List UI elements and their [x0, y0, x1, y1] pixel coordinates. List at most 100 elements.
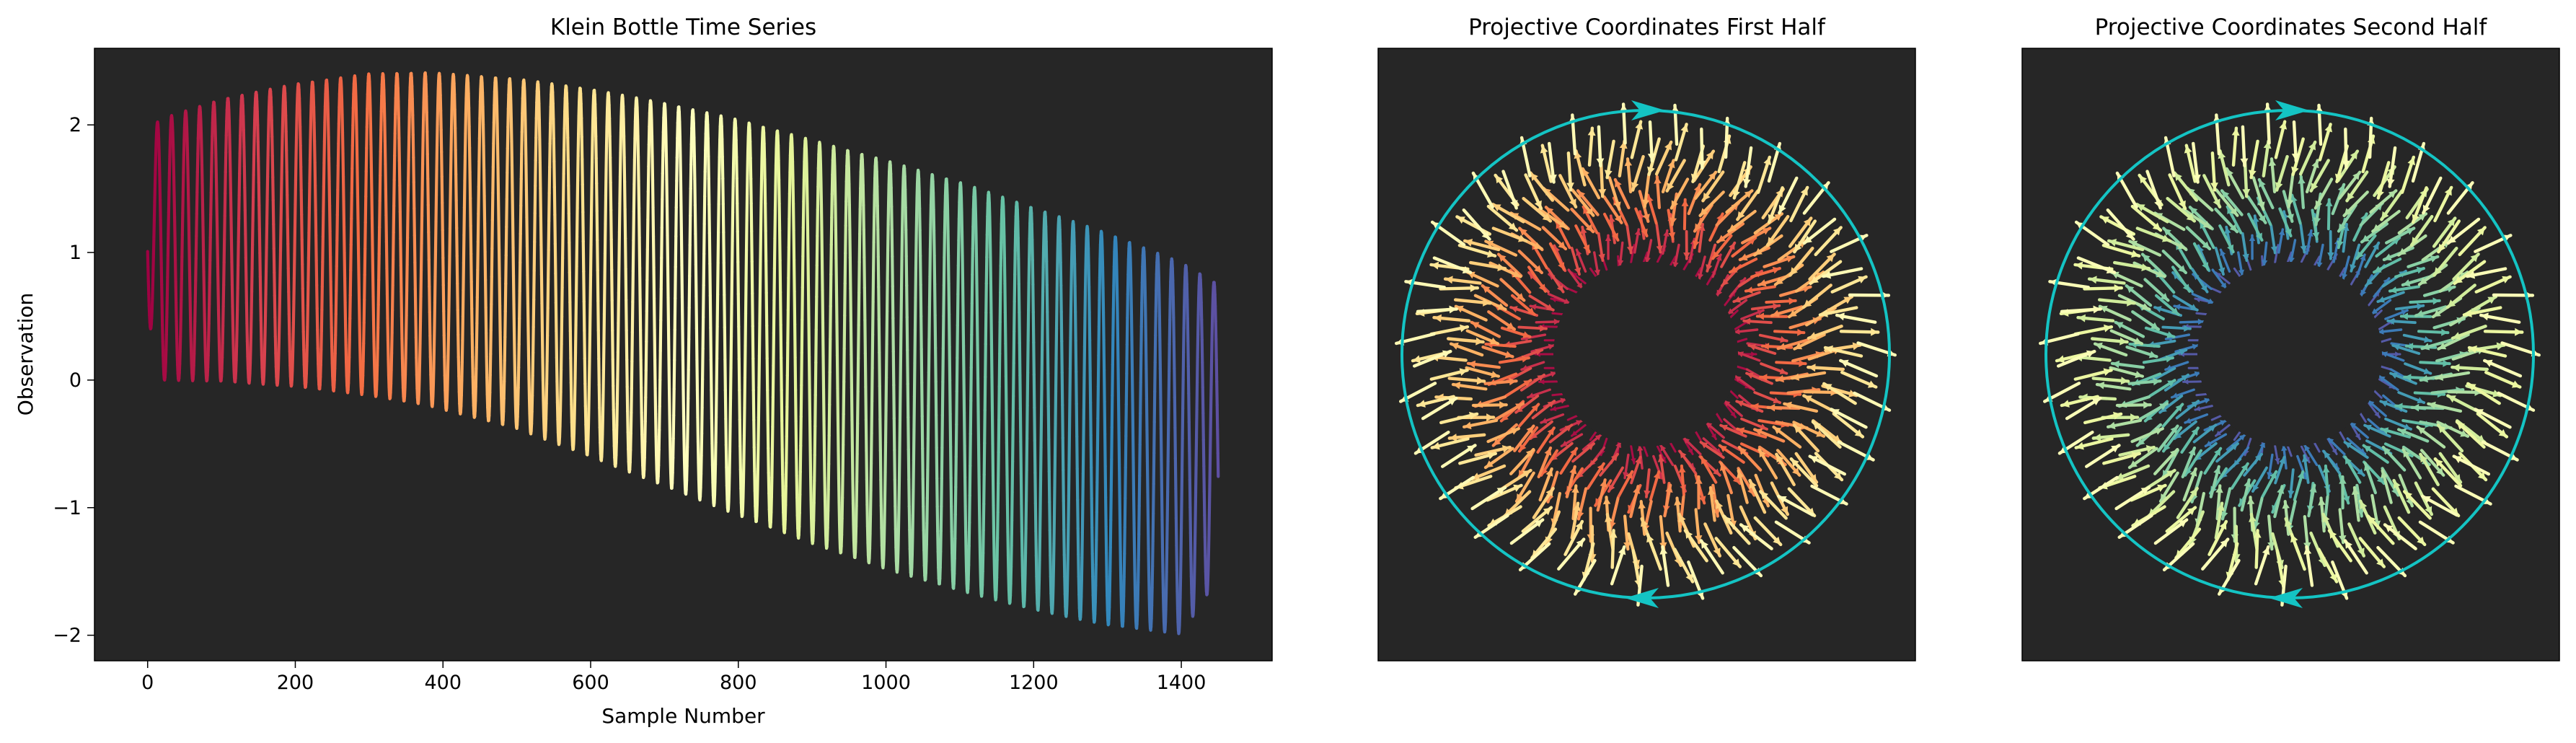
series-segment — [1097, 325, 1101, 358]
series-segment — [686, 423, 689, 449]
series-segment — [882, 540, 886, 558]
series-segment — [632, 158, 637, 186]
series-segment — [290, 369, 294, 382]
quiver-arrow-head — [1759, 449, 1766, 458]
series-segment — [629, 410, 633, 435]
quiver-arrow-head — [2288, 257, 2295, 263]
series-segment — [491, 141, 495, 169]
y-tick-label: 2 — [69, 114, 81, 136]
quiver-arrow-head — [2316, 261, 2323, 268]
series-segment — [792, 258, 796, 294]
series-segment — [773, 184, 777, 212]
series-segment — [805, 180, 809, 206]
series-segment — [995, 536, 1000, 562]
projective-second-circle-arrow-bottom — [2269, 588, 2303, 608]
series-segment — [1051, 598, 1055, 611]
series-segment — [843, 252, 847, 286]
series-segment — [795, 448, 798, 478]
quiver-arrow-head — [2345, 540, 2352, 549]
series-segment — [906, 382, 910, 419]
series-segment — [343, 301, 348, 327]
series-segment — [313, 161, 317, 188]
series-segment — [1151, 540, 1155, 568]
quiver-arrow-head — [1598, 189, 1607, 197]
series-segment — [772, 299, 776, 335]
series-segment — [1063, 575, 1067, 596]
series-segment — [1023, 551, 1028, 576]
series-segment — [341, 151, 345, 178]
series-segment — [769, 496, 773, 514]
series-segment — [583, 382, 587, 408]
quiver-arrow-head — [1548, 343, 1555, 350]
quiver-arrow-head — [2108, 421, 2116, 430]
series-segment — [1169, 268, 1173, 283]
series-segment — [1024, 499, 1028, 530]
quiver-arrow-head — [2120, 377, 2129, 385]
series-segment — [376, 303, 380, 330]
quiver-center-hole — [1553, 262, 1738, 447]
series-segment — [899, 287, 904, 322]
series-segment — [559, 368, 563, 394]
series-segment — [730, 270, 734, 306]
series-segment — [997, 384, 1001, 421]
series-segment — [410, 84, 414, 101]
series-segment — [999, 264, 1002, 294]
quiver-arrow-head — [1751, 351, 1756, 357]
series-segment — [807, 322, 811, 359]
series-segment — [887, 170, 891, 187]
series-segment — [419, 268, 423, 299]
series-segment — [227, 119, 231, 137]
series-segment — [347, 370, 350, 385]
quiver-arrow-head — [1778, 343, 1786, 351]
series-segment — [652, 296, 656, 332]
series-segment — [814, 295, 819, 331]
series-segment — [260, 353, 264, 369]
series-segment — [411, 133, 415, 159]
series-segment — [490, 219, 494, 250]
series-segment — [1123, 496, 1127, 529]
quiver-arrow-head — [1413, 355, 1421, 364]
quiver-arrow-head — [2322, 465, 2330, 473]
series-segment — [342, 225, 346, 255]
timeseries-x-ticks: 0 200 400 600 800 1000 1200 1400 — [141, 661, 1206, 694]
series-segment — [1054, 357, 1058, 393]
series-segment — [685, 445, 689, 468]
series-segment — [1216, 452, 1220, 478]
series-segment — [915, 182, 919, 200]
series-segment — [1179, 526, 1183, 556]
quiver-arrow-head — [1531, 404, 1539, 412]
series-segment — [653, 328, 657, 362]
series-segment — [893, 448, 896, 482]
series-segment — [1110, 394, 1114, 429]
quiver-arrow-head — [1768, 403, 1776, 412]
series-segment — [200, 162, 204, 185]
series-segment — [744, 248, 749, 283]
series-segment — [1186, 298, 1189, 320]
series-segment — [1102, 368, 1106, 403]
series-segment — [1200, 338, 1204, 364]
quiver-arrow-head — [1867, 380, 1876, 388]
series-segment — [720, 137, 724, 159]
series-segment — [893, 478, 897, 508]
series-segment — [582, 299, 586, 333]
series-segment — [497, 219, 501, 252]
quiver-arrow-head — [2438, 243, 2446, 252]
series-segment — [483, 250, 488, 282]
series-segment — [1061, 403, 1064, 440]
series-segment — [1151, 511, 1155, 543]
series-segment — [639, 328, 643, 361]
series-segment — [552, 118, 555, 141]
quiver-arrow-head — [1672, 261, 1679, 268]
series-segment — [575, 235, 579, 268]
series-segment — [1004, 374, 1008, 412]
series-segment — [272, 247, 276, 275]
series-segment — [428, 310, 432, 338]
quiver-arrow-head — [2381, 211, 2389, 220]
series-segment — [281, 94, 286, 108]
series-segment — [1034, 554, 1038, 579]
series-segment — [338, 92, 342, 109]
series-segment — [325, 89, 330, 105]
series-segment — [285, 170, 289, 197]
series-segment — [1090, 526, 1094, 555]
series-segment — [250, 243, 255, 271]
